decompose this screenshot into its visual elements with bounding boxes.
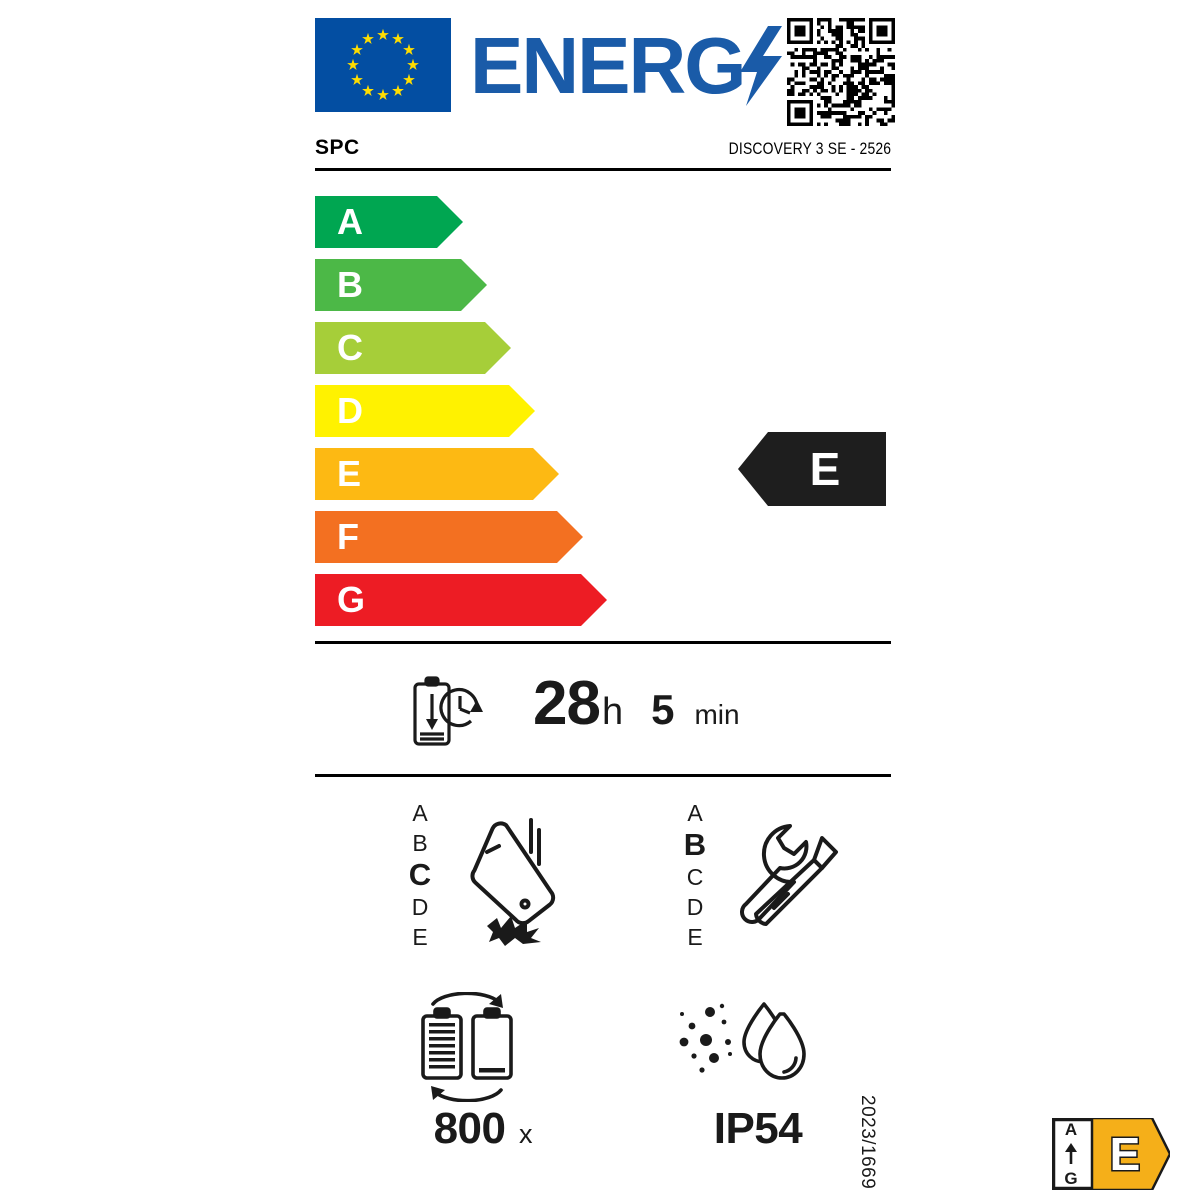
energy-class-value: E: [809, 443, 841, 495]
eu-star: [392, 32, 404, 45]
repairability-class-b: B: [683, 827, 707, 862]
eu-star: [377, 28, 389, 41]
qr-code-icon: [787, 18, 895, 126]
energy-class-bar-d: D: [315, 385, 535, 437]
energy-class-letter-a: A: [337, 201, 363, 242]
energy-class-bar-g: G: [315, 574, 607, 626]
drop-resistance-class-b: B: [412, 830, 428, 856]
dust-water-icon: [679, 1002, 806, 1080]
eu-star: [351, 73, 363, 86]
battery-minutes: 5: [651, 686, 675, 733]
repairability-class-d: D: [686, 894, 704, 920]
energy-class-bar-b: B: [315, 259, 487, 311]
energy-class-arrow-shape: [315, 511, 583, 563]
drop-resistance-class-c: C: [408, 857, 432, 892]
energy-class-pointer: E: [738, 432, 886, 506]
brand-name: SPC: [315, 136, 360, 159]
battery-fill-bars: [429, 1023, 505, 1073]
regulation-number: 2023/1669: [857, 1095, 878, 1190]
separator-top: [315, 641, 891, 644]
metric-ingress-protection: IP54: [590, 986, 878, 1176]
energy-class-arrow-shape: [315, 259, 487, 311]
repairability-class-e: E: [687, 924, 703, 950]
battery-hours: 28: [533, 669, 601, 738]
drop-resistance-class-e: E: [412, 924, 428, 950]
energy-class-arrow-shape: [315, 448, 559, 500]
corner-badge-shape-icon: [1050, 1116, 1172, 1192]
ip-rating-value-group: IP54: [668, 1104, 848, 1154]
energy-class-letter-b: B: [337, 264, 363, 305]
drop-resistance-class-a: A: [412, 800, 428, 826]
qr-code[interactable]: [787, 18, 895, 126]
energy-class-arrow-shape: [315, 322, 511, 374]
battery-life-row: 28 h 5 min: [315, 660, 891, 764]
energy-class-arrow-shape: [315, 196, 463, 248]
eu-star: [403, 43, 415, 56]
separator-bottom: [315, 774, 891, 777]
eu-star: [392, 84, 404, 96]
energy-class-arrow-shape: [315, 574, 607, 626]
energy-class-bar-c: C: [315, 322, 511, 374]
dust-particles: [679, 1003, 732, 1073]
ip-rating-value: IP54: [713, 1104, 803, 1153]
eu-stars-icon: [347, 28, 419, 101]
falling-phone-icon: [470, 818, 556, 946]
energy-class-letter-c: C: [337, 327, 363, 368]
eu-star: [377, 88, 389, 101]
label-header: ENERG: [315, 18, 895, 126]
battery-minutes-unit: min: [694, 699, 740, 730]
wrench-screwdriver-icon: [740, 824, 838, 926]
model-name: DISCOVERY 3 SE - 2526: [728, 139, 891, 158]
energy-class-arrow-shape: [315, 385, 535, 437]
eu-star: [407, 58, 419, 71]
pointer-shape-icon: [738, 432, 886, 506]
eu-flag: [315, 18, 451, 112]
eu-star: [351, 43, 363, 56]
energ-wordmark: ENERG: [470, 14, 782, 118]
battery-life-readout: 28 h 5 min: [533, 668, 740, 754]
battery-cycles-icon: [421, 992, 513, 1102]
lightning-bolt-icon: [740, 26, 782, 106]
eu-star: [403, 73, 415, 86]
battery-hours-unit: h: [601, 691, 624, 733]
battery-time-icon: [413, 676, 483, 746]
energy-class-letter-d: D: [337, 390, 363, 431]
energy-class-bar-e: E: [315, 448, 559, 500]
corner-badge-scale: A G: [1054, 1121, 1088, 1187]
corner-badge-bottom-letter: G: [1064, 1169, 1078, 1188]
eu-star: [362, 32, 374, 45]
drop-resistance-class-d: D: [411, 894, 429, 920]
metric-battery-cycles: 800 x: [315, 986, 603, 1176]
energ-text: ENERG: [470, 21, 747, 110]
energy-class-bar-f: F: [315, 511, 583, 563]
energy-class-letter-e: E: [337, 453, 362, 494]
energy-class-letter-f: F: [337, 516, 359, 557]
brand-model-row: SPC DISCOVERY 3 SE - 2526: [315, 136, 891, 171]
arrow-up-icon: [1065, 1143, 1077, 1164]
energy-class-letter-g: G: [337, 579, 366, 620]
repairability-class-c: C: [686, 864, 704, 890]
corner-badge-rating: E: [1108, 1127, 1142, 1182]
energy-class-bar-a: A: [315, 196, 463, 248]
battery-cycles-unit: x: [518, 1119, 533, 1149]
corner-badge-top-letter: A: [1064, 1120, 1078, 1139]
repairability-class-a: A: [687, 800, 703, 826]
eu-star: [347, 58, 359, 71]
eu-star: [362, 84, 374, 96]
battery-cycles-value-group: 800 x: [393, 1104, 573, 1154]
battery-cycles-value: 800: [433, 1104, 506, 1153]
corner-rating-badge: A G E: [1050, 1116, 1172, 1192]
